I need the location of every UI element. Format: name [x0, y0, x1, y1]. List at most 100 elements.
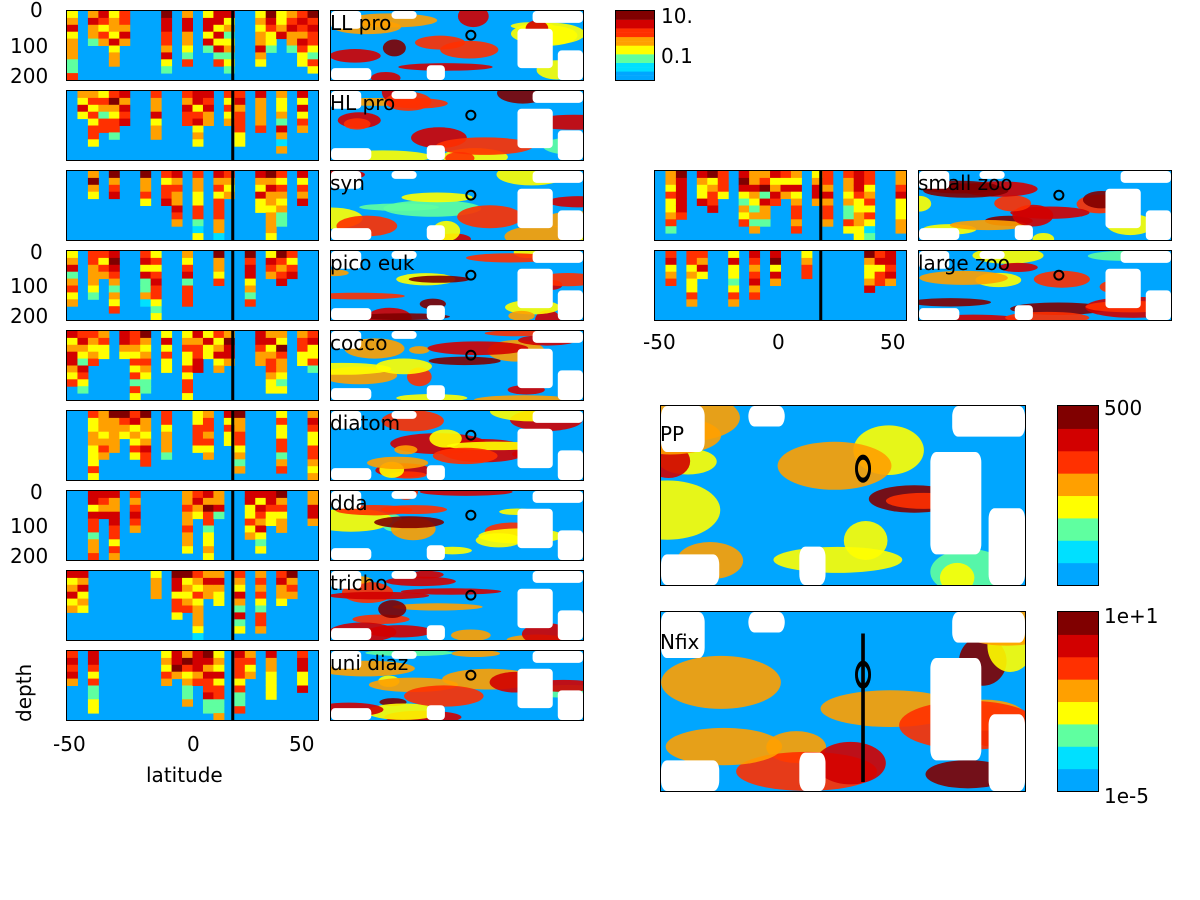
land-mass: [532, 251, 583, 263]
land-mass: [661, 554, 720, 585]
heatmap-cell: [192, 445, 204, 453]
heatmap-cell: [255, 491, 267, 499]
heatmap-cell: [87, 497, 99, 506]
heatmap-cell: [182, 591, 194, 600]
heatmap-cell: [307, 45, 318, 53]
heatmap-cell: [98, 111, 110, 120]
heatmap-cell: [161, 177, 173, 186]
heatmap-cell: [265, 11, 277, 19]
land-mass: [391, 491, 417, 499]
heatmap-cell: [770, 257, 782, 266]
heatmap-cell: [255, 518, 267, 526]
heatmap-cell: [108, 306, 120, 314]
heatmap-cell: [276, 491, 288, 499]
heatmap-cell: [255, 539, 267, 547]
heatmap-cell: [67, 664, 78, 673]
heatmap-cell: [213, 692, 225, 700]
heatmap-cell: [192, 139, 204, 147]
heatmap-cell: [265, 372, 277, 380]
heatmap-cell: [276, 372, 288, 380]
heatmap-cell: [182, 365, 194, 373]
heatmap-cell: [108, 497, 120, 506]
heatmap-cell: [202, 111, 214, 120]
heatmap-cell: [202, 445, 214, 453]
heatmap-cell: [265, 219, 277, 227]
heatmap-cell: [234, 671, 246, 680]
pico-euk-depth-section: [66, 250, 319, 321]
heatmap-cell: [307, 466, 318, 474]
heatmap-cell: [182, 678, 194, 686]
heatmap-cell: [223, 104, 235, 113]
heatmap-cell: [213, 24, 225, 33]
heatmap-cell: [182, 605, 194, 613]
heatmap-cell: [853, 226, 865, 234]
station-marker-circle: [465, 669, 477, 681]
heatmap-cell: [265, 271, 277, 280]
heatmap-cell: [150, 285, 162, 293]
heatmap-cell: [192, 171, 204, 179]
heatmap-cell: [129, 358, 141, 366]
heatmap-cell: [140, 292, 152, 300]
heatmap-cell: [276, 358, 288, 366]
heatmap-cell: [244, 271, 256, 280]
heatmap-cell: [77, 577, 89, 586]
heatmap-cell: [707, 184, 719, 193]
heatmap-cell: [749, 292, 761, 300]
heatmap-cell: [98, 264, 110, 273]
heatmap-cell: [213, 504, 225, 513]
depth-tick-100: 100: [10, 34, 49, 58]
heatmap-cell: [234, 139, 246, 147]
heatmap-cell: [202, 452, 214, 460]
heatmap-cell: [895, 177, 906, 186]
heatmap-cell: [307, 17, 318, 26]
heatmap-cell: [182, 497, 194, 506]
heatmap-cell: [98, 257, 110, 266]
heatmap-cell: [140, 331, 152, 339]
heatmap-cell: [686, 257, 698, 266]
land-mass: [331, 251, 362, 269]
heatmap-cell: [770, 184, 782, 193]
heatmap-cell: [150, 292, 162, 300]
heatmap-cell: [192, 657, 204, 666]
heatmap-cell: [297, 344, 309, 353]
heatmap-cell: [192, 671, 204, 680]
heatmap-cell: [67, 17, 78, 26]
heatmap-cell: [161, 411, 173, 419]
heatmap-cell: [98, 251, 110, 259]
cocco-map: [330, 330, 584, 401]
heatmap-cell: [182, 584, 194, 593]
heatmap-cell: [297, 24, 309, 33]
heatmap-cell: [244, 497, 256, 506]
heatmap-cell: [77, 372, 89, 380]
heatmap-cell: [108, 251, 120, 259]
land-mass: [331, 651, 362, 669]
heatmap-cell: [276, 205, 288, 213]
heatmap-cell: [192, 497, 204, 506]
heatmap-cell: [297, 38, 309, 46]
heatmap-cell: [234, 97, 246, 106]
heatmap-cell: [182, 91, 194, 99]
heatmap-cell: [276, 125, 288, 133]
heatmap-cell: [171, 177, 183, 186]
heatmap-cell: [67, 598, 78, 606]
heatmap-cell: [98, 118, 110, 126]
tricho-label: tricho: [330, 571, 388, 595]
heatmap-cell: [192, 191, 204, 200]
heatmap-cell: [864, 171, 876, 179]
land-mass: [919, 308, 960, 320]
heatmap-cell: [192, 417, 204, 426]
heatmap-cell: [140, 417, 152, 426]
heatmap-cell: [213, 497, 225, 506]
heatmap-cell: [265, 205, 277, 213]
land-mass: [426, 545, 445, 560]
heatmap-cell: [822, 205, 834, 213]
large-zoo-heatmap: [655, 251, 906, 320]
heatmap-cell: [297, 52, 309, 60]
y-axis-label: depth: [12, 663, 36, 722]
heatmap-cell: [286, 584, 298, 593]
heatmap-cell: [182, 351, 194, 360]
heatmap-cell: [67, 358, 78, 366]
heatmap-cell: [87, 706, 99, 714]
heatmap-cell: [87, 184, 99, 193]
heatmap-cell: [87, 292, 99, 300]
